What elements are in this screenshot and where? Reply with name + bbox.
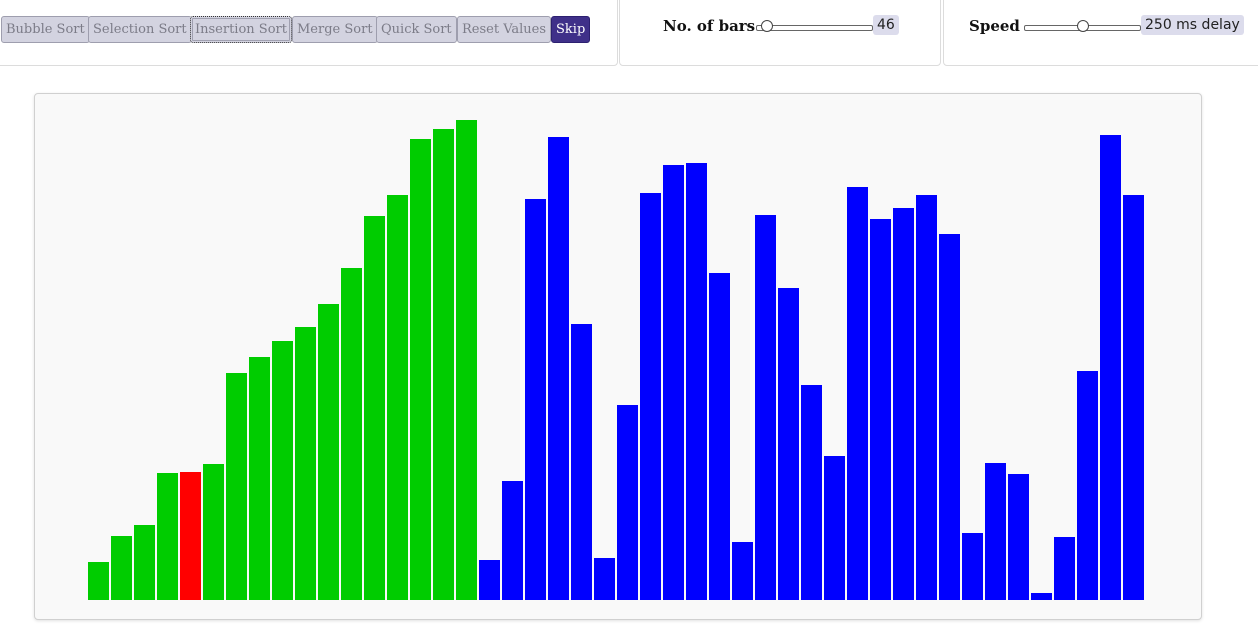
- bar-sorted: [111, 536, 132, 600]
- bar-unsorted: [479, 560, 500, 600]
- bar-unsorted: [847, 187, 868, 600]
- bar-unsorted: [502, 481, 523, 600]
- bar-count-slider-track: [756, 25, 873, 31]
- speed-panel: Speed 250 ms delay: [943, 0, 1258, 66]
- bar-unsorted: [893, 208, 914, 600]
- bar-sorted: [226, 373, 247, 600]
- bar-sorted: [433, 129, 454, 600]
- bubble-sort-button[interactable]: Bubble Sort: [1, 16, 90, 43]
- bar-unsorted: [1077, 371, 1098, 600]
- bar-unsorted: [594, 558, 615, 600]
- bar-sorted: [88, 562, 109, 600]
- bar-count-label: No. of bars: [663, 17, 756, 35]
- algorithm-buttons-panel: Bubble Sort Selection Sort Insertion Sor…: [0, 0, 618, 66]
- bar-unsorted: [801, 385, 822, 600]
- bar-unsorted: [1123, 195, 1144, 600]
- bar-unsorted: [548, 137, 569, 600]
- bar-unsorted: [778, 288, 799, 600]
- bar-sorted: [410, 139, 431, 600]
- bar-unsorted: [571, 324, 592, 600]
- top-toolbar: Bubble Sort Selection Sort Insertion Sor…: [0, 0, 1258, 68]
- bar-count-panel: No. of bars 46: [619, 0, 941, 66]
- bar-sorted: [203, 464, 224, 600]
- bar-sorted: [134, 525, 155, 600]
- speed-slider[interactable]: [1024, 20, 1141, 32]
- bar-sorted: [456, 120, 477, 600]
- quick-sort-button[interactable]: Quick Sort: [376, 16, 457, 43]
- bar-unsorted: [617, 405, 638, 600]
- bar-sorted: [364, 216, 385, 600]
- bar-sorted: [295, 327, 316, 600]
- sorting-visualization-area: [34, 93, 1202, 620]
- bar-sorted: [318, 304, 339, 600]
- bar-sorted: [387, 195, 408, 600]
- bar-unsorted: [985, 463, 1006, 600]
- speed-value: 250 ms delay: [1141, 15, 1244, 35]
- bar-unsorted: [640, 193, 661, 600]
- bar-unsorted: [1100, 135, 1121, 600]
- speed-slider-thumb[interactable]: [1076, 20, 1089, 32]
- bar-unsorted: [962, 533, 983, 600]
- bar-count-slider-thumb[interactable]: [761, 20, 774, 32]
- skip-button[interactable]: Skip: [551, 16, 591, 43]
- bar-unsorted: [1008, 474, 1029, 600]
- bar-unsorted: [1054, 537, 1075, 600]
- bar-count-value: 46: [873, 15, 899, 35]
- reset-values-button[interactable]: Reset Values: [457, 16, 552, 43]
- speed-label: Speed: [969, 17, 1020, 35]
- bar-array: [88, 94, 1146, 600]
- merge-sort-button[interactable]: Merge Sort: [292, 16, 378, 43]
- bar-unsorted: [663, 165, 684, 600]
- bar-count-slider[interactable]: [756, 20, 873, 32]
- bar-unsorted: [525, 199, 546, 600]
- bar-unsorted: [709, 273, 730, 600]
- insertion-sort-button[interactable]: Insertion Sort: [190, 16, 292, 43]
- bar-sorted: [249, 357, 270, 600]
- bar-unsorted: [732, 542, 753, 600]
- bar-unsorted: [1031, 593, 1052, 600]
- bar-unsorted: [755, 215, 776, 600]
- bar-unsorted: [824, 456, 845, 600]
- bar-sorted: [272, 341, 293, 600]
- bar-unsorted: [939, 234, 960, 600]
- bar-sorted: [157, 473, 178, 600]
- bar-unsorted: [916, 195, 937, 600]
- selection-sort-button[interactable]: Selection Sort: [88, 16, 192, 43]
- bar-unsorted: [870, 219, 891, 600]
- bar-sorted: [341, 268, 362, 600]
- bar-unsorted: [686, 163, 707, 600]
- bar-comparing: [180, 472, 201, 600]
